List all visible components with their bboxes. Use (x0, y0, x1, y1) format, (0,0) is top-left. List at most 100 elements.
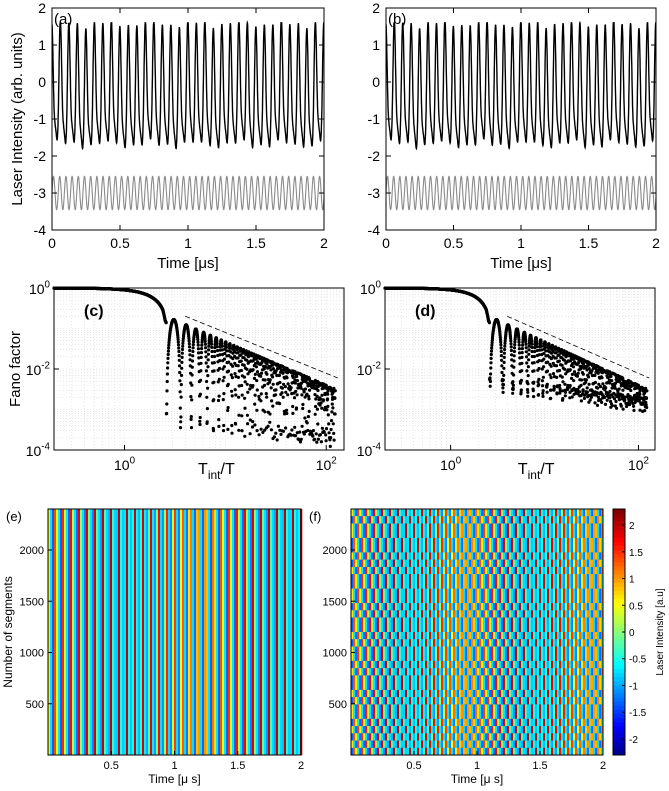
data-point (206, 365, 210, 369)
heatmap-cell (475, 574, 478, 582)
heatmap-cell (479, 523, 482, 532)
heatmap-cell (587, 516, 590, 524)
data-point (166, 352, 170, 357)
heatmap-cell (367, 516, 370, 524)
heatmap-cell (563, 552, 566, 560)
heatmap-cell (581, 559, 584, 568)
heatmap-cell (561, 603, 564, 611)
data-point (501, 386, 505, 390)
data-point (307, 394, 311, 398)
heatmap-cell (363, 610, 366, 618)
heatmap-cell (469, 509, 472, 517)
data-point (489, 361, 493, 365)
heatmap-cell (581, 552, 584, 560)
data-point (330, 402, 334, 406)
heatmap-cell (431, 545, 434, 553)
x-tick-label: 1.5 (579, 235, 599, 251)
heatmap-cell (379, 603, 382, 611)
heatmap-cell (397, 509, 400, 517)
heatmap-cell (511, 559, 514, 568)
heatmap-cell (421, 603, 424, 611)
heatmap-cell (535, 566, 538, 575)
heatmap-cell (455, 595, 458, 604)
heatmap-cell (391, 574, 394, 582)
heatmap-cell (373, 574, 376, 582)
data-point (206, 386, 210, 390)
heatmap-cell (557, 530, 560, 539)
heatmap-cell (371, 545, 374, 553)
heatmap-cell (593, 537, 596, 546)
heatmap-cell (118, 509, 121, 756)
heatmap-cell (559, 588, 562, 597)
heatmap-cell (521, 545, 524, 553)
data-point (333, 412, 337, 416)
heatmap-cell (545, 588, 548, 597)
heatmap-cell (437, 588, 440, 597)
data-point (489, 366, 493, 370)
heatmap-cell (489, 566, 492, 575)
data-point (226, 408, 230, 413)
heatmap-cell (575, 574, 578, 582)
heatmap-cell (461, 603, 464, 611)
heatmap-cell (375, 595, 378, 604)
data-point (218, 359, 222, 363)
heatmap-cell (407, 559, 410, 568)
heatmap-cell (489, 603, 492, 611)
data-point (586, 375, 591, 379)
heatmap-cell (515, 545, 518, 553)
heatmap-cell (599, 545, 602, 553)
heatmap-cell (423, 552, 426, 560)
heatmap-cell (519, 581, 522, 589)
data-point (333, 396, 337, 400)
heatmap-cell (126, 509, 129, 756)
data-point (621, 407, 625, 411)
data-point (314, 432, 318, 436)
heatmap-cell (457, 530, 460, 539)
heatmap-cell (453, 588, 456, 597)
data-point (295, 379, 300, 383)
data-point (237, 384, 241, 388)
y-tick-label: -1 (368, 111, 381, 127)
heatmap-cell (264, 509, 267, 756)
heatmap-cell (357, 566, 360, 575)
data-point (297, 438, 301, 442)
heatmap-cell (409, 603, 412, 611)
heatmap-cell (443, 574, 446, 582)
data-point (541, 391, 545, 395)
heatmap-cell (509, 552, 512, 560)
heatmap-cell (367, 595, 370, 604)
heatmap-cell (597, 559, 600, 568)
heatmap-cell (561, 509, 564, 517)
data-point (293, 425, 297, 429)
heatmap-cell (595, 530, 598, 539)
heatmap-cell (487, 574, 490, 582)
heatmap-cell (533, 595, 536, 604)
heatmap-cell (455, 530, 458, 539)
heatmap-cell (411, 581, 414, 589)
heatmap-cell (411, 530, 414, 539)
data-point (197, 351, 201, 355)
heatmap-cell (369, 603, 372, 611)
data-point (511, 373, 516, 377)
heatmap-cell (459, 603, 462, 611)
heatmap-cell (96, 509, 99, 756)
heatmap-cell (355, 603, 358, 611)
heatmap-cell (589, 537, 592, 546)
data-point (227, 360, 231, 364)
data-point (280, 386, 284, 390)
heatmap-cell (541, 574, 544, 582)
heatmap-cell (515, 566, 518, 575)
heatmap-cell (571, 530, 574, 539)
data-point (197, 356, 201, 360)
heatmap-cell (525, 552, 528, 560)
data-point (489, 356, 493, 360)
panel-label: (d) (415, 303, 435, 320)
heatmap-cell (449, 530, 452, 539)
heatmap-cell (381, 581, 384, 589)
heatmap-cell (515, 588, 518, 597)
heatmap-cell (439, 588, 442, 597)
heatmap-cell (463, 566, 466, 575)
heatmap-cell (286, 509, 289, 756)
heatmap-cell (359, 530, 362, 539)
heatmap-cell (425, 552, 428, 560)
